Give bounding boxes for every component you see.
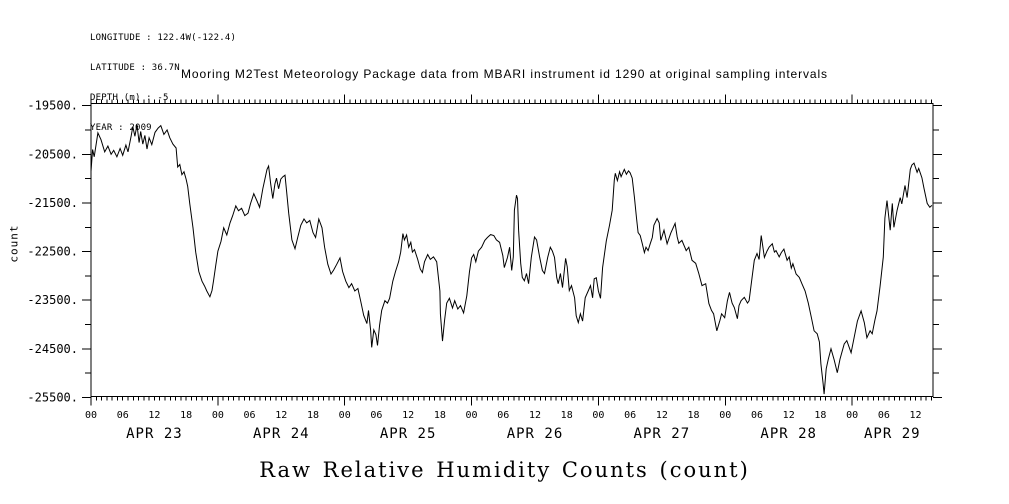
raw-relative-humidity-counts-series [90,124,933,395]
svg-text:12: 12 [910,410,922,421]
svg-text:00: 00 [846,410,858,421]
svg-text:APR 27: APR 27 [634,426,691,442]
svg-text:APR 29: APR 29 [864,426,921,442]
svg-text:06: 06 [624,410,636,421]
svg-text:00: 00 [592,410,604,421]
svg-text:APR 24: APR 24 [253,426,310,442]
svg-text:APR 23: APR 23 [126,426,183,442]
svg-text:06: 06 [370,410,382,421]
svg-text:18: 18 [180,410,192,421]
header-line-year: YEAR : 2009 [90,123,152,133]
svg-text:06: 06 [878,410,890,421]
plot-title: Mooring M2Test Meteorology Package data … [181,67,828,81]
svg-text:-22500.: -22500. [27,245,78,259]
svg-text:12: 12 [783,410,795,421]
svg-text:18: 18 [434,410,446,421]
svg-text:12: 12 [402,410,414,421]
svg-text:18: 18 [561,410,573,421]
svg-text:12: 12 [148,410,160,421]
svg-text:06: 06 [751,410,763,421]
svg-text:00: 00 [339,410,351,421]
header-line-depth: DEPTH (m) : -5 [90,93,169,103]
svg-text:-21500.: -21500. [27,196,78,210]
svg-text:00: 00 [719,410,731,421]
x-axis-ticks [90,94,932,406]
svg-text:06: 06 [117,410,129,421]
svg-text:18: 18 [814,410,826,421]
svg-text:00: 00 [85,410,97,421]
svg-text:18: 18 [688,410,700,421]
x-hour-labels: 00 06 12 18 00 06 12 18 00 06 12 18 00 06 12 18 00 06 12 18… [85,410,922,421]
svg-text:-24500.: -24500. [27,342,78,356]
plot-frame [90,103,934,397]
svg-text:06: 06 [497,410,509,421]
header-line-latitude: LATITUDE : 36.7N [90,63,180,73]
y-tick-labels: -19500. -20500. -21500. -22500. -23500. -2450… [27,99,78,405]
bottom-title: Raw Relative Humidity Counts (count) [259,458,750,482]
svg-text:APR 26: APR 26 [507,426,564,442]
svg-text:12: 12 [275,410,287,421]
svg-text:APR 25: APR 25 [380,426,437,442]
svg-text:00: 00 [212,410,224,421]
svg-text:-25500.: -25500. [27,390,78,404]
svg-text:18: 18 [307,410,319,421]
svg-text:12: 12 [529,410,541,421]
header-line-longitude: LONGITUDE : 122.4W(-122.4) [90,33,237,43]
svg-text:APR 28: APR 28 [760,426,817,442]
svg-text:00: 00 [466,410,478,421]
svg-text:-23500.: -23500. [27,293,78,307]
svg-text:-19500.: -19500. [27,99,78,113]
y-axis-ticks [82,105,942,398]
svg-text:12: 12 [656,410,668,421]
svg-text:-20500.: -20500. [27,147,78,161]
x-day-labels: APR 23 APR 24 APR 25 APR 26 APR 27 APR 28 APR … [126,426,921,442]
svg-text:06: 06 [244,410,256,421]
plot-header-info: LONGITUDE : 122.4W(-122.4) LATITUDE : 36… [90,13,236,153]
